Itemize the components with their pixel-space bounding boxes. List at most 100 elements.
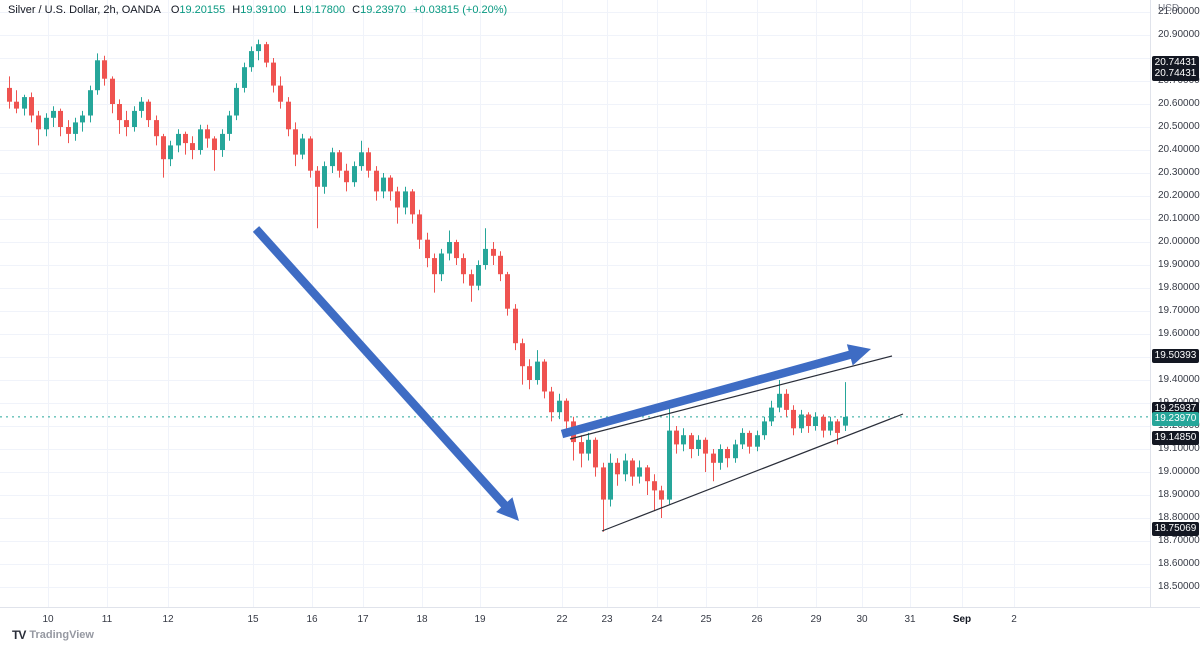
candle-up xyxy=(22,97,27,109)
candle-down xyxy=(286,101,291,130)
candle-up xyxy=(73,122,78,134)
candle-up xyxy=(352,166,357,183)
candle-down xyxy=(579,442,584,454)
candle-up xyxy=(483,248,488,265)
candle-down xyxy=(146,101,151,121)
candle-down xyxy=(601,467,606,500)
symbol-title[interactable]: Silver / U.S. Dollar, 2h, OANDA xyxy=(8,4,161,16)
candle-up xyxy=(637,467,642,477)
candle-down xyxy=(315,170,320,187)
candle-down xyxy=(344,170,349,183)
candle-up xyxy=(256,44,261,52)
candle-down xyxy=(190,143,195,150)
candle-down xyxy=(461,258,466,275)
candle-down xyxy=(806,414,811,426)
tradingview-logo[interactable]: TV TradingView xyxy=(12,628,94,642)
chart-legend[interactable]: Silver / U.S. Dollar, 2h, OANDA O19.2015… xyxy=(8,4,507,16)
candle-down xyxy=(212,138,217,150)
trendline-lower[interactable] xyxy=(601,413,904,532)
candle-down xyxy=(271,62,276,86)
candle-down xyxy=(278,85,283,102)
candle-down xyxy=(110,78,115,104)
candle-down xyxy=(264,44,269,63)
candle-down xyxy=(183,133,188,144)
candle-down xyxy=(549,391,554,413)
candle-down xyxy=(102,60,107,79)
price-tick-label: 20.10000 xyxy=(1158,213,1200,224)
price-tick-label: 19.40000 xyxy=(1158,374,1200,385)
time-tick-label: 26 xyxy=(751,614,763,625)
down-arrow[interactable] xyxy=(252,226,519,521)
candle-up xyxy=(777,393,782,408)
candle-up xyxy=(88,90,93,116)
candle-down xyxy=(542,361,547,392)
candle-up xyxy=(447,242,452,254)
candle-up xyxy=(220,133,225,150)
candle-up xyxy=(359,152,364,167)
candle-up xyxy=(769,407,774,422)
time-tick-label: 30 xyxy=(856,614,868,625)
time-tick-label: 22 xyxy=(556,614,568,625)
candle-down xyxy=(791,409,796,429)
candle-down xyxy=(36,115,41,130)
ohlc-high: H19.39100 xyxy=(232,4,287,16)
candle-down xyxy=(337,152,342,171)
candle-down xyxy=(432,258,437,275)
candle-down xyxy=(821,416,826,431)
ohlc-open: O19.20155 xyxy=(170,4,226,16)
candle-up xyxy=(95,60,100,91)
candle-up xyxy=(139,101,144,111)
candle-up xyxy=(843,416,848,426)
price-tick-label: 18.90000 xyxy=(1158,489,1200,500)
candle-up xyxy=(330,152,335,167)
candle-up xyxy=(381,177,386,192)
candle-down xyxy=(154,120,159,137)
candle-up xyxy=(198,129,203,150)
tradingview-mark-icon: TV xyxy=(12,628,26,642)
time-tick-label: 2 xyxy=(1011,614,1017,625)
candle-up xyxy=(623,460,628,475)
candle-up xyxy=(696,439,701,449)
grid xyxy=(0,0,1150,608)
time-tick-label: 17 xyxy=(357,614,369,625)
candle-up xyxy=(439,253,444,275)
price-axis[interactable]: USD 21.0000020.9000020.7000020.6000020.5… xyxy=(1150,0,1200,608)
candle-down xyxy=(388,177,393,192)
candle-up xyxy=(681,435,686,445)
up-arrow[interactable] xyxy=(560,344,871,439)
candle-down xyxy=(652,481,657,491)
price-tick-label: 18.60000 xyxy=(1158,558,1200,569)
candle-up xyxy=(51,110,56,118)
down-arrow-shaft xyxy=(252,226,512,513)
ohlc-low: L19.17800 xyxy=(293,4,346,16)
currency-label: USD xyxy=(1158,3,1180,14)
candle-up xyxy=(227,115,232,134)
price-tick-label: 20.30000 xyxy=(1158,167,1200,178)
price-level-badge: 20.74431 xyxy=(1152,66,1199,81)
candle-down xyxy=(630,460,635,477)
candle-down xyxy=(491,248,496,256)
time-tick-label: 12 xyxy=(162,614,174,625)
candle-down xyxy=(527,366,532,380)
price-tick-label: 20.90000 xyxy=(1158,29,1200,40)
candle-up xyxy=(557,400,562,413)
candle-down xyxy=(58,110,63,127)
candle-down xyxy=(703,439,708,454)
price-tick-label: 19.90000 xyxy=(1158,259,1200,270)
time-tick-label: 19 xyxy=(474,614,486,625)
candle-down xyxy=(835,421,840,433)
candle-down xyxy=(784,393,789,410)
candle-down xyxy=(454,242,459,259)
candle-up xyxy=(733,444,738,459)
trendline-upper[interactable] xyxy=(569,355,893,440)
candle-down xyxy=(725,449,730,459)
up-arrow-shaft xyxy=(560,348,858,439)
candle-down xyxy=(161,136,166,160)
candle-up xyxy=(762,421,767,436)
price-level-badge: 19.14850 xyxy=(1152,430,1199,445)
candle-down xyxy=(395,191,400,208)
candle-down xyxy=(66,127,71,134)
candle-down xyxy=(14,101,19,109)
time-axis[interactable]: TV TradingView 10 11 12 15 16 17 18 19 22 23 24 25 2… xyxy=(0,607,1200,646)
